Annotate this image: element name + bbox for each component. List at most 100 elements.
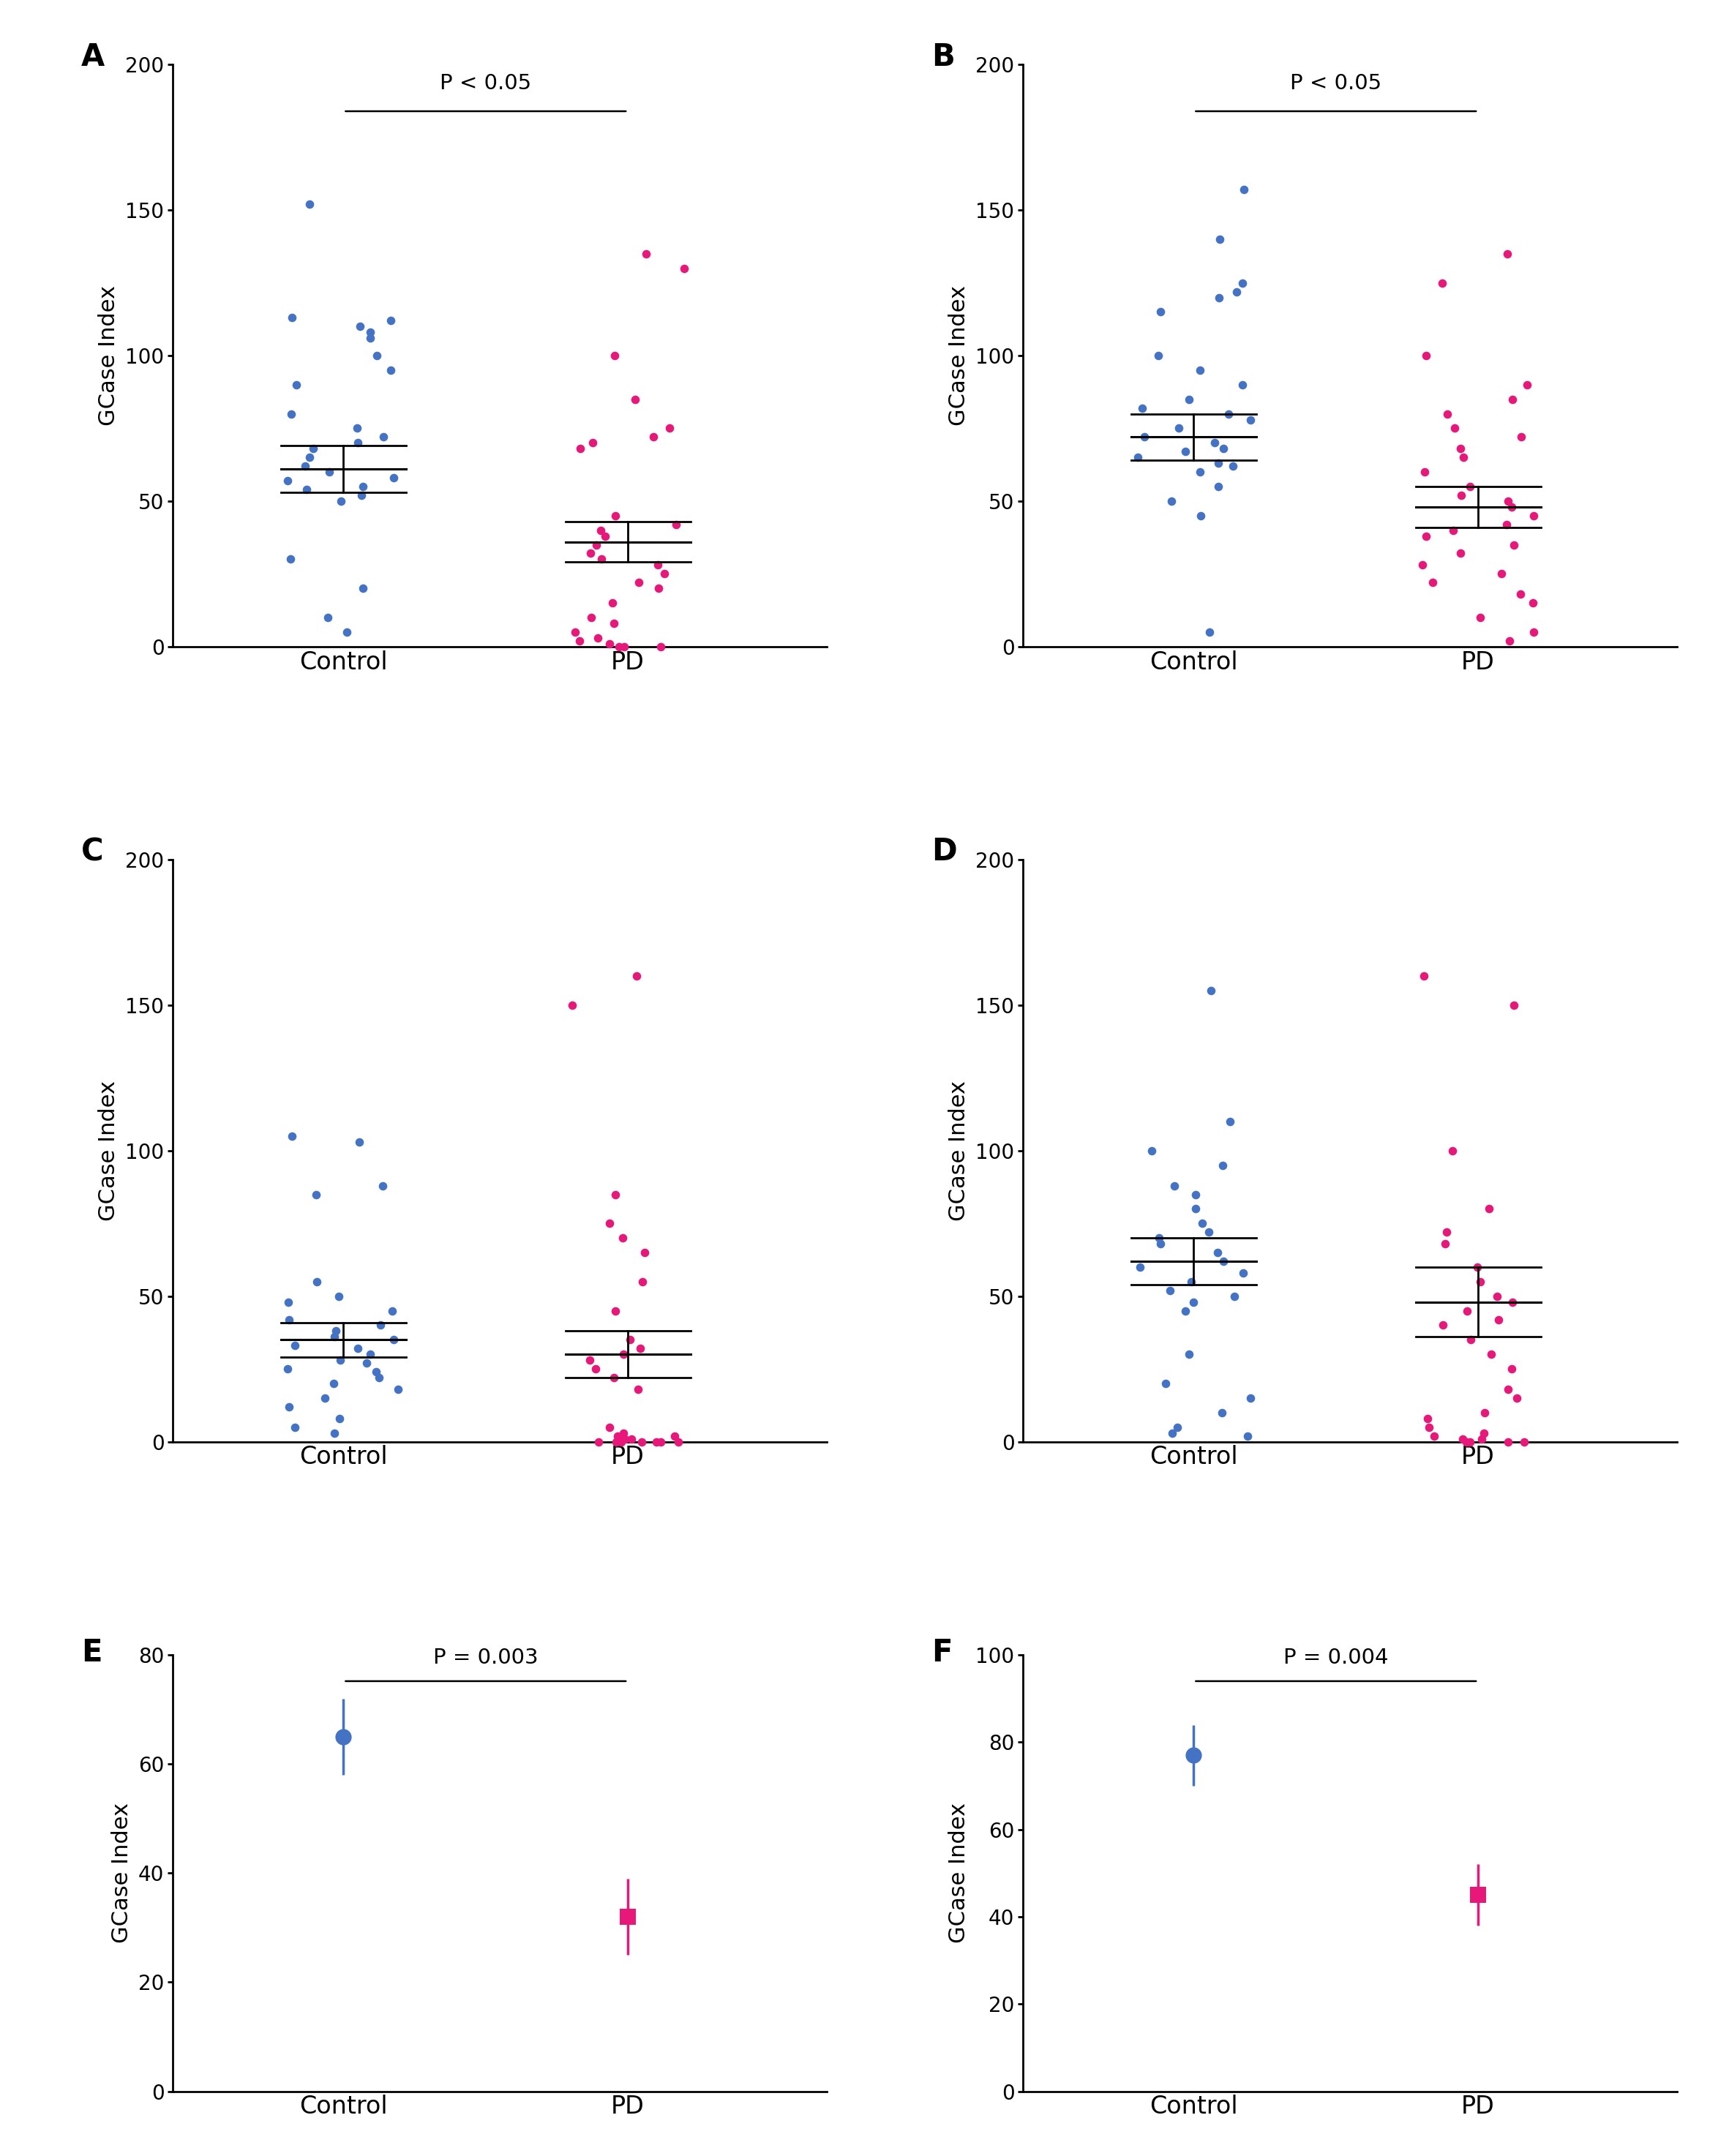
Point [1145, 338, 1172, 373]
Point [356, 321, 384, 356]
Y-axis label: GCase Index: GCase Index [947, 1080, 970, 1220]
Point [275, 1388, 303, 1423]
Point [579, 425, 607, 459]
Point [1179, 1285, 1207, 1319]
Point [562, 614, 590, 649]
Point [1186, 354, 1214, 388]
Point [1205, 446, 1233, 481]
Point [1501, 528, 1528, 563]
Point [1428, 265, 1456, 300]
Point [1447, 479, 1475, 513]
Point [1420, 1419, 1447, 1453]
Point [1466, 599, 1494, 634]
Point [1411, 455, 1439, 489]
Point [1449, 440, 1477, 474]
Point [1164, 1410, 1191, 1445]
Point [1205, 280, 1233, 315]
Point [1160, 1169, 1188, 1203]
Point [584, 621, 612, 655]
Point [322, 1319, 349, 1354]
Point [325, 1279, 353, 1313]
Point [296, 188, 323, 222]
Point [1195, 1216, 1222, 1250]
Point [1499, 382, 1527, 416]
Point [1508, 420, 1535, 455]
Point [282, 1410, 309, 1445]
Point [588, 541, 616, 576]
Point [363, 1354, 391, 1388]
Point [1456, 470, 1483, 505]
Text: P < 0.05: P < 0.05 [439, 73, 531, 93]
Point [1470, 1416, 1497, 1451]
Point [1215, 397, 1243, 431]
Point [1497, 489, 1525, 524]
Point [1209, 1395, 1236, 1429]
Point [327, 1343, 354, 1378]
Point [1468, 1421, 1496, 1455]
Point [1172, 1294, 1200, 1328]
Point [1520, 498, 1547, 533]
Point [1439, 1134, 1466, 1169]
Point [1411, 959, 1439, 994]
Point [273, 1352, 301, 1386]
Point [1152, 1367, 1179, 1401]
Point [605, 630, 633, 664]
Point [1186, 498, 1214, 533]
Point [591, 520, 619, 554]
Point [1183, 1192, 1210, 1227]
Point [1456, 1425, 1483, 1460]
Point [1420, 565, 1447, 599]
Point [602, 1177, 629, 1212]
Point [660, 1419, 688, 1453]
Point [1228, 265, 1255, 300]
Point [1501, 987, 1528, 1022]
Point [344, 1330, 372, 1365]
Point [353, 1345, 380, 1380]
Point [349, 571, 377, 606]
Point [567, 431, 595, 466]
Point [1200, 425, 1228, 459]
Point [1233, 1419, 1260, 1453]
Point [325, 1401, 353, 1436]
Point [1158, 1416, 1186, 1451]
Point [282, 1328, 309, 1363]
Point [1228, 367, 1255, 401]
Y-axis label: GCase Index: GCase Index [99, 285, 119, 427]
Point [1520, 586, 1547, 621]
Point [581, 1352, 609, 1386]
Point [303, 1263, 330, 1298]
Point [616, 1322, 643, 1356]
Point [597, 1410, 624, 1445]
Point [303, 1177, 330, 1212]
Point [1494, 1425, 1522, 1460]
Point [315, 455, 342, 489]
Point [626, 1330, 654, 1365]
Point [1454, 1294, 1482, 1328]
Point [609, 1416, 636, 1451]
Point [1513, 367, 1541, 401]
Point [356, 315, 384, 349]
Point [1131, 420, 1158, 455]
Point [1494, 483, 1522, 517]
Point [1138, 1134, 1165, 1169]
Point [384, 1371, 412, 1406]
Point [1466, 1263, 1494, 1298]
Point [610, 1337, 638, 1371]
Point [1215, 1104, 1243, 1138]
Point [645, 571, 673, 606]
Point [1165, 412, 1193, 446]
Point [610, 1421, 638, 1455]
Text: D: D [932, 837, 956, 867]
Point [1433, 397, 1461, 431]
Text: C: C [81, 837, 104, 867]
Point [1487, 556, 1515, 591]
Point [1496, 623, 1523, 658]
Point [576, 1343, 603, 1378]
Point [1456, 1322, 1483, 1356]
Point [1447, 431, 1475, 466]
Point [1177, 1263, 1205, 1298]
Point [367, 1309, 394, 1343]
Point [671, 250, 699, 285]
Point [1205, 222, 1233, 257]
Point [1186, 455, 1214, 489]
